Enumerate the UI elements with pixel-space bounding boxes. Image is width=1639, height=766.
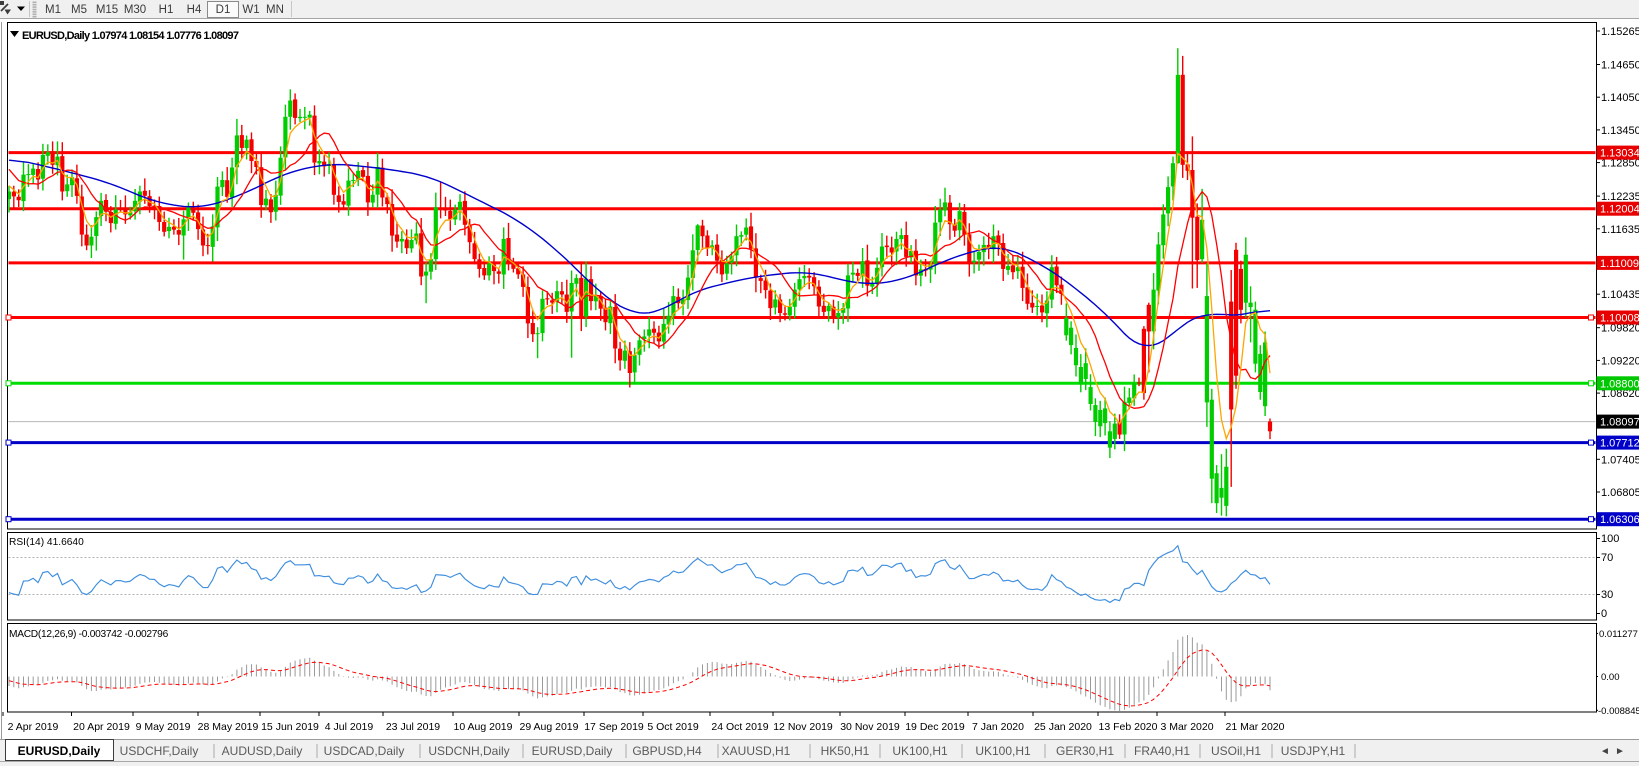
svg-text:UK100,H1: UK100,H1 [892,744,948,758]
svg-text:25 Jan 2020: 25 Jan 2020 [1034,721,1092,733]
svg-text:1.14050: 1.14050 [1601,92,1639,104]
svg-text:20 Apr 2019: 20 Apr 2019 [73,721,130,733]
svg-text:1.08620: 1.08620 [1601,388,1639,400]
svg-text:10 Aug 2019: 10 Aug 2019 [454,721,513,733]
svg-text:17 Sep 2019: 17 Sep 2019 [584,721,644,733]
svg-text:7 Jan 2020: 7 Jan 2020 [972,721,1024,733]
svg-text:9 May 2019: 9 May 2019 [136,721,191,733]
svg-text:RSI(14) 41.6640: RSI(14) 41.6640 [9,537,84,548]
svg-text:5 Oct 2019: 5 Oct 2019 [647,721,699,733]
svg-text:23 Jul 2019: 23 Jul 2019 [386,721,440,733]
svg-text:24 Oct 2019: 24 Oct 2019 [711,721,768,733]
svg-text:4 Jul 2019: 4 Jul 2019 [325,721,374,733]
svg-text:1.08097: 1.08097 [1600,417,1639,429]
svg-text:M15: M15 [96,4,118,16]
svg-text:1.12235: 1.12235 [1601,191,1639,203]
svg-text:1.11635: 1.11635 [1601,224,1639,236]
svg-text:1.10435: 1.10435 [1601,289,1639,301]
svg-text:M5: M5 [71,4,87,16]
svg-text:GBPUSD,H4: GBPUSD,H4 [632,744,702,758]
svg-text:USOil,H1: USOil,H1 [1211,744,1261,758]
svg-text:1.15265: 1.15265 [1601,26,1639,38]
svg-text:1.14650: 1.14650 [1601,60,1639,72]
svg-text:29 Aug 2019: 29 Aug 2019 [520,721,579,733]
svg-text:30: 30 [1601,589,1613,601]
svg-text:1.10008: 1.10008 [1600,313,1639,325]
svg-text:1.11009: 1.11009 [1600,258,1639,270]
svg-text:HK50,H1: HK50,H1 [821,744,870,758]
svg-text:28 May 2019: 28 May 2019 [198,721,259,733]
svg-text:1.08800: 1.08800 [1600,378,1639,390]
svg-text:EURUSD,Daily: EURUSD,Daily [532,744,613,758]
svg-text:19 Dec 2019: 19 Dec 2019 [905,721,965,733]
svg-text:MACD(12,26,9) -0.003742 -0.002: MACD(12,26,9) -0.003742 -0.002796 [9,629,169,640]
svg-text:13 Feb 2020: 13 Feb 2020 [1099,721,1158,733]
svg-text:H4: H4 [187,4,202,16]
svg-text:12 Nov 2019: 12 Nov 2019 [773,721,833,733]
svg-text:21 Mar 2020: 21 Mar 2020 [1226,721,1285,733]
svg-text:W1: W1 [242,4,259,16]
svg-text:0.011277: 0.011277 [1599,629,1638,640]
svg-text:1.06306: 1.06306 [1600,514,1639,526]
svg-text:3 Mar 2020: 3 Mar 2020 [1160,721,1213,733]
svg-text:M1: M1 [45,4,61,16]
svg-text:XAUUSD,H1: XAUUSD,H1 [722,744,791,758]
svg-text:M30: M30 [124,4,146,16]
svg-text:USDCHF,Daily: USDCHF,Daily [120,744,199,758]
svg-text:1.09820: 1.09820 [1601,323,1639,335]
svg-text:30 Nov 2019: 30 Nov 2019 [840,721,900,733]
svg-text:70: 70 [1601,552,1613,564]
svg-text:1.13450: 1.13450 [1601,125,1639,137]
svg-text:2 Apr 2019: 2 Apr 2019 [8,721,59,733]
svg-text:1.07712: 1.07712 [1600,438,1639,450]
svg-text:1.12850: 1.12850 [1601,158,1639,170]
svg-text:USDJPY,H1: USDJPY,H1 [1281,744,1346,758]
svg-text:UK100,H1: UK100,H1 [975,744,1031,758]
svg-text:MN: MN [266,4,284,16]
svg-text:USDCAD,Daily: USDCAD,Daily [324,744,405,758]
svg-text:0.00: 0.00 [1601,672,1620,683]
svg-text:USDCNH,Daily: USDCNH,Daily [428,744,509,758]
svg-text:AUDUSD,Daily: AUDUSD,Daily [222,744,303,758]
svg-text:1.06805: 1.06805 [1601,487,1639,499]
svg-text:◄: ◄ [1600,746,1610,757]
svg-text:H1: H1 [159,4,174,16]
svg-text:1.13034: 1.13034 [1600,148,1639,160]
svg-text:1.09220: 1.09220 [1601,355,1639,367]
svg-text:0: 0 [1601,608,1607,620]
svg-text:GER30,H1: GER30,H1 [1056,744,1114,758]
svg-text:EURUSD,Daily: EURUSD,Daily [18,744,101,758]
svg-text:15 Jun 2019: 15 Jun 2019 [261,721,319,733]
svg-text:-0.008845: -0.008845 [1598,706,1639,717]
svg-text:FRA40,H1: FRA40,H1 [1134,744,1190,758]
svg-text:D1: D1 [216,4,231,16]
svg-text:►: ► [1615,746,1625,757]
svg-text:1.07405: 1.07405 [1601,454,1639,466]
svg-text:1.12004: 1.12004 [1600,204,1639,216]
svg-text:100: 100 [1601,533,1619,545]
svg-text:EURUSD,Daily 1.07974 1.08154: EURUSD,Daily 1.07974 1.08154 1.07776 1.0… [22,30,239,42]
